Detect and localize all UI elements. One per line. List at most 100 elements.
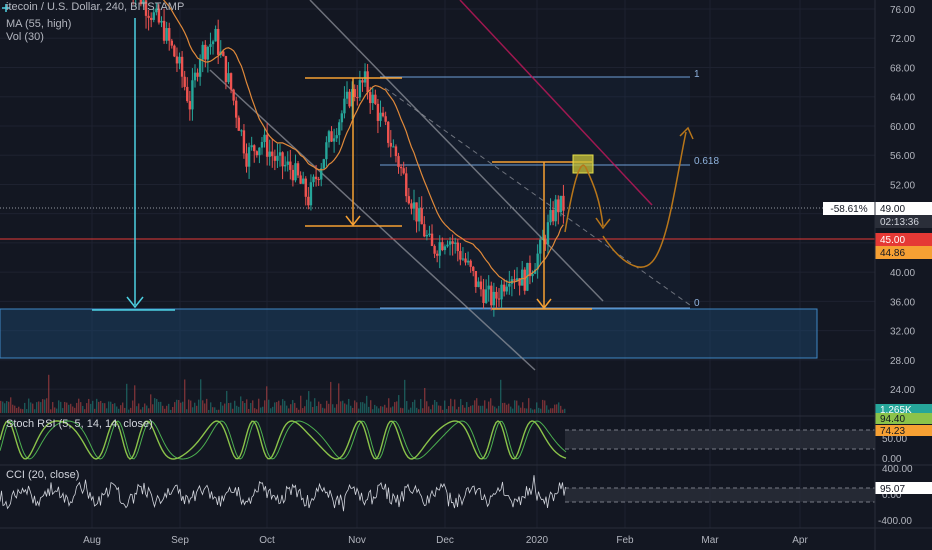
candle-body: [513, 279, 516, 281]
volume-bar: [510, 406, 512, 413]
price-tick-label: 36.00: [890, 297, 915, 308]
volume-bar: [448, 406, 450, 413]
volume-bar: [468, 407, 470, 413]
volume-bar: [406, 401, 408, 413]
candle-body: [531, 273, 534, 277]
volume-bar: [58, 400, 60, 413]
volume-bar: [178, 400, 180, 413]
candle-body: [430, 233, 434, 246]
volume-bar: [22, 409, 24, 413]
volume-bar: [492, 405, 494, 413]
volume-bar: [444, 400, 446, 413]
volume-bar: [120, 405, 122, 413]
candle-body: [394, 146, 398, 157]
candle-body: [343, 98, 346, 114]
volume-bar: [216, 409, 218, 413]
volume-bar: [80, 402, 82, 413]
candle-body: [142, 0, 145, 5]
candle-body: [196, 72, 199, 77]
target-box[interactable]: [572, 154, 594, 174]
time-label: Mar: [701, 535, 719, 546]
volume-bar: [436, 401, 438, 413]
volume-bar: [530, 408, 532, 413]
candle-body: [381, 112, 385, 117]
volume-bar: [24, 402, 26, 413]
volume-bar: [338, 383, 340, 413]
candle-body: [253, 145, 256, 152]
volume-bar: [118, 408, 120, 413]
time-label: Nov: [348, 535, 366, 546]
volume-bar: [66, 402, 68, 413]
volume-bar: [198, 399, 200, 413]
volume-bar: [506, 404, 508, 413]
candle-body: [466, 260, 470, 263]
volume-bar: [408, 409, 410, 413]
candle-body: [281, 152, 284, 167]
candle-body: [338, 122, 341, 136]
candle-body: [366, 71, 369, 93]
candle-body: [183, 76, 186, 87]
volume-bar: [362, 402, 364, 413]
volume-bar: [128, 409, 130, 413]
volume-bar: [40, 402, 42, 413]
volume-bar: [244, 403, 246, 413]
volume-bar: [50, 409, 52, 413]
time-label: Aug: [83, 535, 101, 546]
volume-bar: [72, 406, 74, 413]
volume-bar: [514, 400, 516, 413]
volume-bar: [438, 405, 440, 413]
candle-body: [469, 260, 472, 267]
channel-lower-line[interactable]: [209, 69, 536, 371]
resistance-trendline[interactable]: [459, 0, 653, 206]
volume-bar: [44, 399, 46, 413]
volume-bar: [562, 409, 564, 413]
volume-bar: [306, 399, 308, 413]
channel-upper-line[interactable]: [309, 0, 604, 302]
volume-bar: [370, 400, 372, 413]
volume-bar: [6, 400, 8, 413]
candle-body: [521, 269, 524, 286]
candle-body: [443, 246, 447, 251]
volume-bar: [518, 405, 520, 413]
candle-body: [157, 8, 161, 23]
price-tick-label: 56.00: [890, 151, 915, 162]
candle-body: [322, 159, 326, 169]
candle-body: [363, 71, 367, 83]
volume-text: 1.265K: [880, 405, 912, 416]
volume-bar: [180, 402, 182, 413]
time-label: Feb: [616, 535, 634, 546]
volume-bar: [472, 405, 474, 413]
volume-bar: [344, 403, 346, 413]
projection-path-2[interactable]: [602, 131, 687, 268]
candle-body: [307, 196, 310, 206]
countdown-badge: [875, 215, 932, 228]
time-label: Oct: [259, 535, 275, 546]
candle-body: [147, 15, 150, 18]
candle-body: [518, 278, 521, 286]
volume-bar: [390, 407, 392, 413]
volume-bar: [504, 402, 506, 413]
stoch-d-badge: [875, 425, 932, 436]
candle-body: [554, 199, 557, 222]
volume-bar: [12, 404, 14, 413]
stoch-legend: Stoch RSI (5, 5, 14, 14, close): [6, 418, 153, 430]
candle-body: [508, 283, 511, 287]
support-zone[interactable]: [0, 308, 818, 359]
volume-bar: [4, 403, 6, 413]
candle-body: [500, 284, 503, 300]
projection-path-1[interactable]: [564, 164, 604, 233]
candle-body: [286, 161, 289, 165]
candle-body: [312, 176, 315, 183]
volume-bar: [162, 405, 164, 413]
volume-bar: [84, 409, 86, 413]
time-label: Dec: [436, 535, 454, 546]
volume-bar: [302, 408, 304, 413]
candle-body: [412, 202, 416, 209]
volume-bar: [92, 400, 94, 413]
volume-bar: [386, 407, 388, 413]
volume-bar: [366, 395, 368, 413]
volume-bar: [440, 405, 442, 413]
price-tick-label: 24.00: [890, 385, 915, 396]
candle-body: [505, 286, 508, 292]
